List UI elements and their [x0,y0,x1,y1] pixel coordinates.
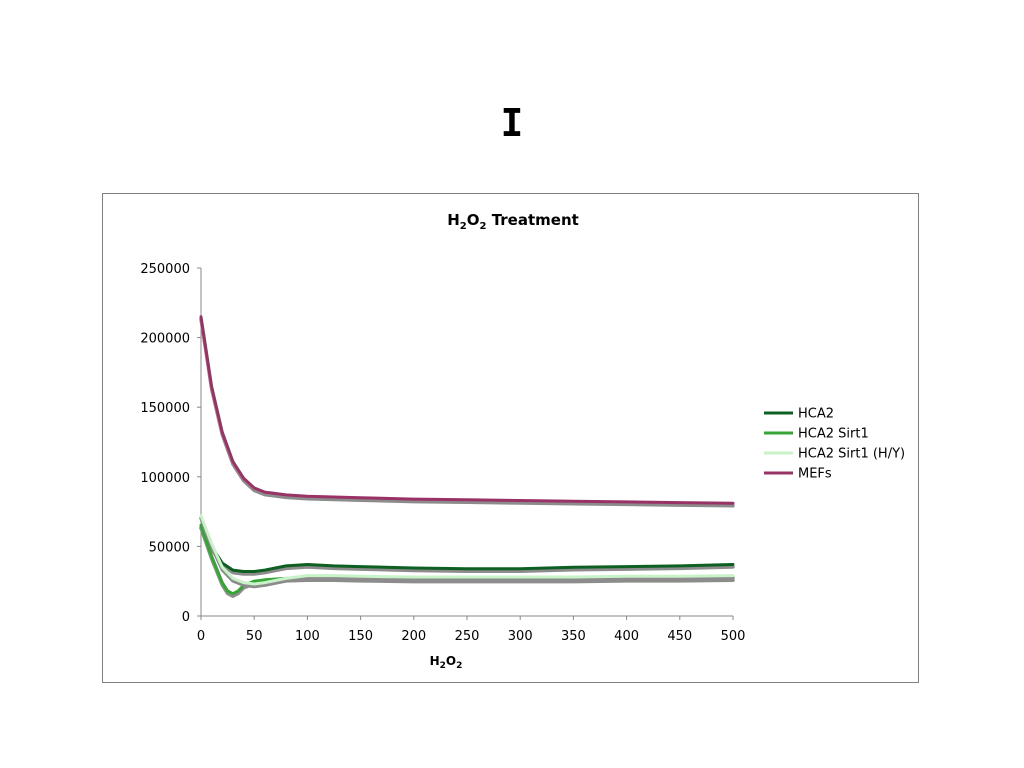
x-tick-label: 0 [197,629,205,644]
legend-label-3: MEFs [798,467,832,482]
chart-title: H2O2 Treatment [447,211,579,232]
y-tick-label: 200000 [140,332,190,347]
y-tick-label: 250000 [140,262,190,277]
legend-label-0: HCA2 [798,407,834,422]
y-tick-label: 50000 [149,540,190,555]
series-line-3 [199,315,735,505]
x-tick-label: 300 [508,629,533,644]
axes: 0 50000 100000 150000 200000 250000 0 50 100 150 2… [140,262,745,644]
x-tick-label: 200 [401,629,426,644]
series-shadow-2 [199,516,735,589]
plot-lines [199,315,735,598]
slide-title: I [500,101,524,145]
y-tick-label: 0 [182,610,190,625]
x-tick-label: 250 [455,629,480,644]
y-tick-label: 100000 [140,471,190,486]
series-shadow-0 [199,526,735,576]
y-tick-label: 150000 [140,401,190,416]
chart-frame: H2O2 Treatment 0 50000 100000 150000 200000 2… [102,193,919,683]
x-axis-title: H2O2 [430,654,463,671]
line-chart: H2O2 Treatment 0 50000 100000 150000 200000 2… [140,211,905,671]
x-tick-label: 450 [667,629,692,644]
series-line-0 [199,524,735,573]
legend-label-1: HCA2 Sirt1 [798,427,869,442]
series-shadow-1 [199,526,735,598]
x-tick-label: 500 [721,629,746,644]
series-shadow-3 [199,317,735,508]
x-tick-label: 100 [295,629,320,644]
x-tick-label: 350 [561,629,586,644]
x-tick-label: 400 [614,629,639,644]
x-tick-label: 50 [246,629,263,644]
legend: HCA2 HCA2 Sirt1 HCA2 Sirt1 (H/Y) MEFs [764,407,905,482]
legend-label-2: HCA2 Sirt1 (H/Y) [798,447,905,462]
series-line-2 [199,514,735,586]
x-tick-label: 150 [348,629,373,644]
